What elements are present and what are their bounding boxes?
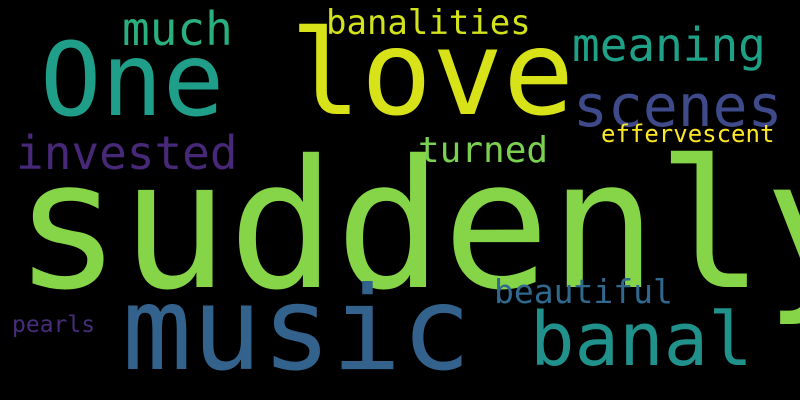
word-pearls: pearls <box>12 312 96 338</box>
word-scenes: scenes <box>573 72 783 140</box>
word-suddenly: suddenly <box>14 122 800 329</box>
word-banalities: banalities <box>326 3 531 43</box>
word-effervescent: effervescent <box>601 120 775 148</box>
word-music: music <box>122 262 472 397</box>
word-much: much <box>122 2 233 56</box>
word-banal: banal <box>530 297 753 383</box>
word-invested: invested <box>16 126 238 180</box>
word-love: love <box>290 4 575 142</box>
word-meaning: meaning <box>572 18 766 72</box>
word-one: One <box>40 21 225 140</box>
word-beautiful: beautiful <box>494 272 673 311</box>
word-turned: turned <box>418 130 549 171</box>
